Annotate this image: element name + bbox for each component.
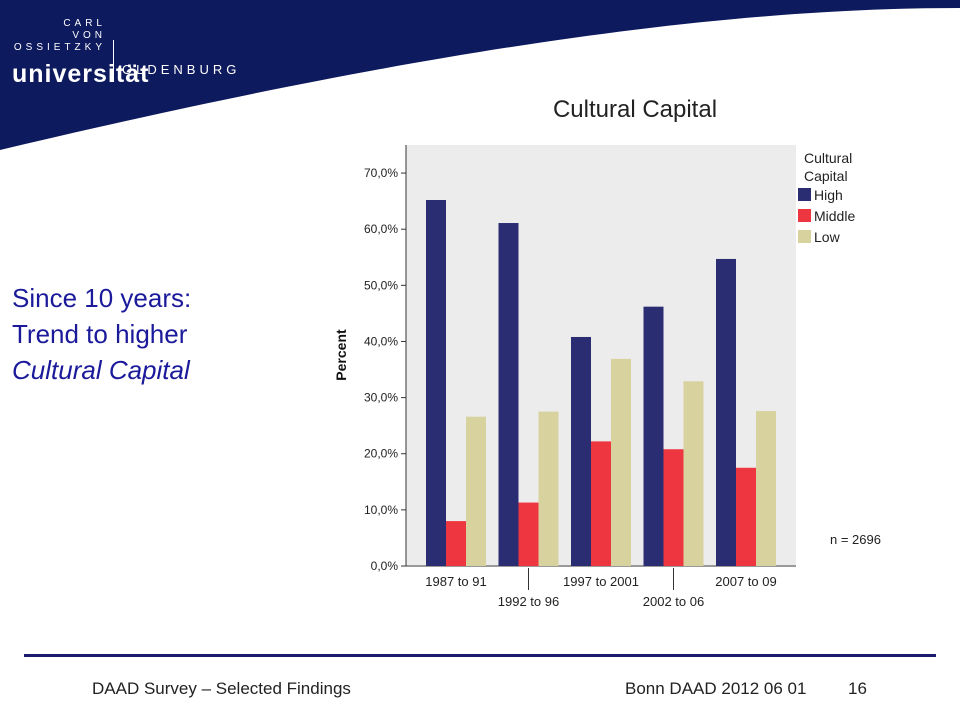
university-logo: CARL VON OSSIETZKY universität OLDENBURG bbox=[6, 18, 246, 88]
legend-label-high: High bbox=[814, 187, 843, 203]
legend-title-line-1: Cultural bbox=[804, 150, 852, 166]
bar-low bbox=[756, 411, 776, 566]
logo-line-von: VON bbox=[72, 30, 106, 41]
y-tick-label: 50,0% bbox=[364, 278, 398, 292]
x-tick-label: 1997 to 2001 bbox=[563, 574, 639, 589]
slide-text-line-1: Since 10 years: bbox=[12, 283, 192, 313]
legend-label-middle: Middle bbox=[814, 208, 855, 224]
bar-low bbox=[683, 381, 704, 566]
footer-date: Bonn DAAD 2012 06 01 bbox=[625, 679, 807, 698]
y-tick-label: 10,0% bbox=[364, 503, 398, 517]
y-tick-label: 0,0% bbox=[371, 559, 399, 573]
bar-high bbox=[716, 258, 736, 566]
footer-title: DAAD Survey – Selected Findings bbox=[92, 679, 351, 698]
logo-line-ossietzky: OSSIETZKY bbox=[13, 42, 106, 53]
logo-city: OLDENBURG bbox=[122, 62, 241, 77]
slide-text-line-3: Cultural Capital bbox=[12, 355, 190, 385]
bar-middle bbox=[591, 441, 611, 566]
bar-middle bbox=[446, 521, 466, 566]
footer-divider bbox=[24, 654, 936, 657]
y-axis-label: Percent bbox=[333, 329, 349, 381]
y-tick-label: 30,0% bbox=[364, 391, 398, 405]
bar-middle bbox=[736, 467, 756, 566]
y-tick-label: 70,0% bbox=[364, 166, 398, 180]
logo-divider bbox=[113, 40, 114, 82]
chart-title: Cultural Capital bbox=[553, 96, 717, 123]
slide-text: Since 10 years: Trend to higher Cultural… bbox=[12, 280, 191, 388]
bar-low bbox=[538, 411, 559, 566]
legend-label-low: Low bbox=[814, 229, 841, 245]
legend-swatch-middle bbox=[798, 209, 811, 222]
legend-title-line-2: Capital bbox=[804, 168, 848, 184]
bar-high bbox=[498, 223, 519, 566]
bar-high bbox=[426, 200, 446, 566]
slide-text-line-2: Trend to higher bbox=[12, 319, 188, 349]
logo-universitat: universität bbox=[12, 60, 150, 88]
page-number: 16 bbox=[848, 679, 867, 698]
bar-high bbox=[643, 306, 664, 566]
logo-line-carl: CARL bbox=[63, 18, 106, 29]
bar-middle bbox=[518, 502, 539, 566]
legend-swatch-low bbox=[798, 230, 811, 243]
y-tick-label: 20,0% bbox=[364, 447, 398, 461]
x-tick-label: 1992 to 96 bbox=[498, 594, 559, 609]
legend: Cultural Capital High Middle Low bbox=[798, 150, 855, 245]
bar-chart: Cultural Capital 0,0% 10,0% 20,0% 30,0% 40,0… bbox=[333, 96, 881, 609]
x-tick-label: 2002 to 06 bbox=[643, 594, 704, 609]
y-tick-label: 60,0% bbox=[364, 222, 398, 236]
bar-middle bbox=[663, 449, 684, 566]
x-tick-label: 1987 to 91 bbox=[425, 574, 486, 589]
x-tick-label: 2007 to 09 bbox=[715, 574, 776, 589]
bar-high bbox=[571, 336, 591, 566]
bar-low bbox=[611, 358, 631, 566]
header-band bbox=[0, 0, 960, 150]
sample-size-note: n = 2696 bbox=[830, 532, 881, 547]
y-tick-label: 40,0% bbox=[364, 334, 398, 348]
legend-swatch-high bbox=[798, 188, 811, 201]
bar-low bbox=[466, 416, 486, 566]
